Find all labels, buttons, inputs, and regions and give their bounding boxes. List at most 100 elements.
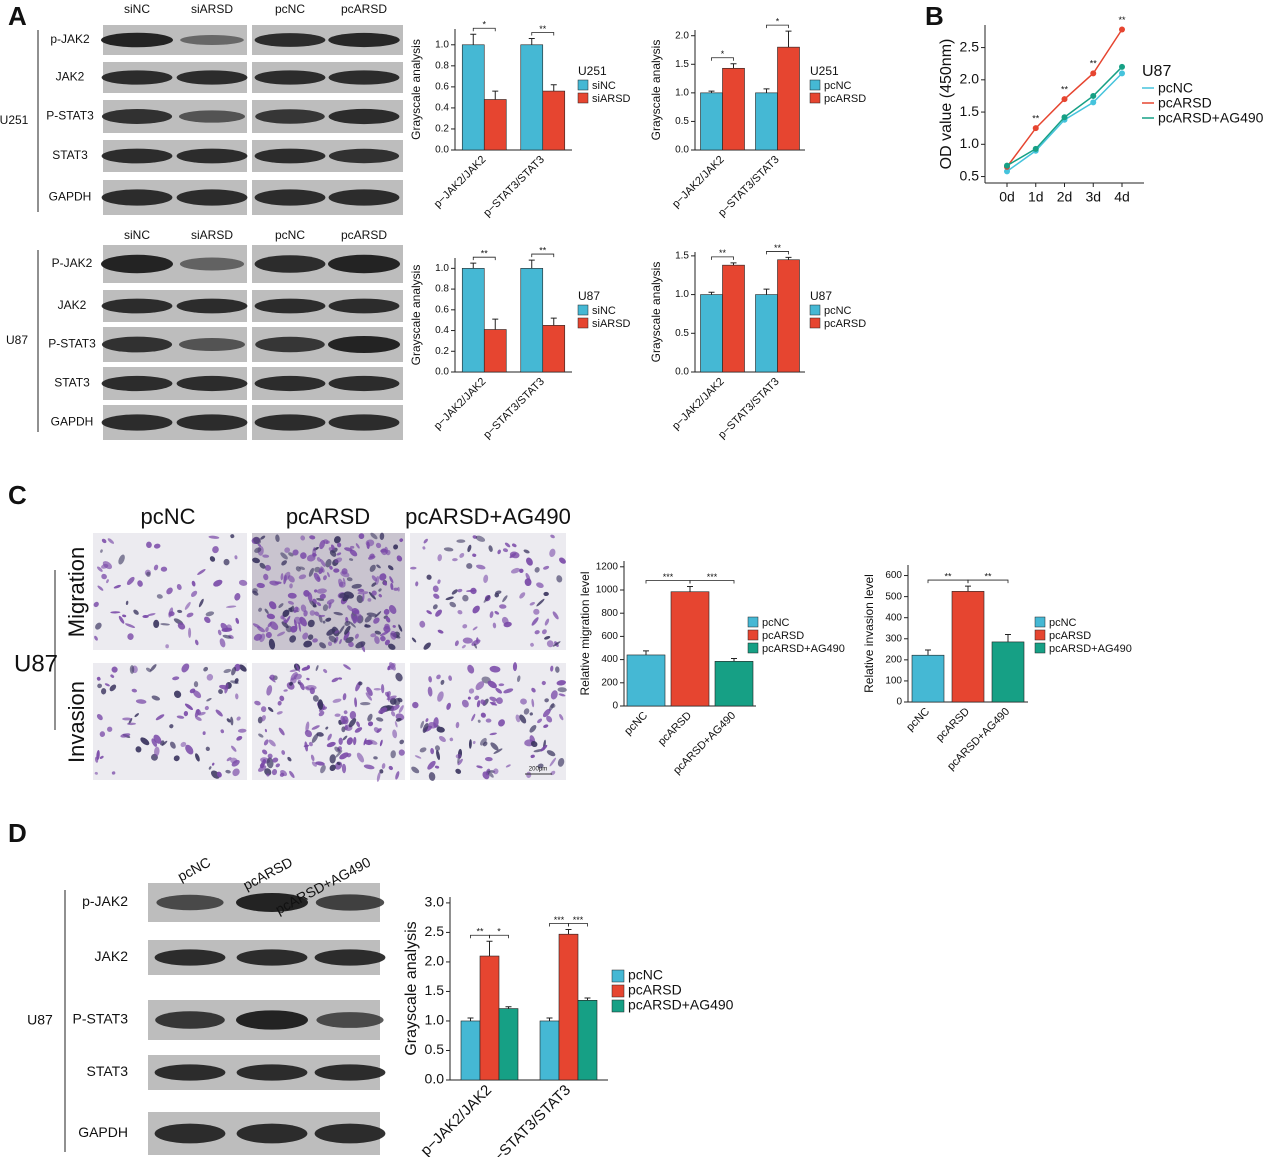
- cell-stain: [315, 665, 319, 671]
- cell-stain: [490, 742, 499, 751]
- blot-band: [316, 1012, 384, 1028]
- cell-stain: [266, 773, 270, 777]
- cell-stain: [437, 579, 441, 584]
- cell-stain: [378, 594, 382, 598]
- cell-stain: [292, 549, 299, 556]
- cell-stain: [289, 669, 298, 673]
- cell-stain: [311, 761, 317, 767]
- cell-stain: [299, 682, 305, 691]
- cell-stain: [203, 666, 209, 672]
- cell-stain: [559, 713, 564, 721]
- cell-stain: [346, 737, 353, 745]
- cell-stain: [541, 680, 546, 686]
- blot-band: [328, 414, 400, 431]
- cell-stain: [209, 556, 216, 562]
- legend-title: U87: [810, 289, 832, 303]
- cell-stain: [307, 619, 315, 628]
- cell-stain: [468, 688, 475, 694]
- micrograph: [93, 663, 247, 780]
- significance-bracket: [766, 24, 789, 29]
- bar: [755, 294, 778, 373]
- cell-stain: [356, 613, 362, 623]
- cell-stain: [279, 695, 285, 702]
- significance-bracket: [472, 256, 496, 261]
- cell-stain: [262, 749, 268, 755]
- y-tick-label: 1.5: [960, 103, 980, 119]
- cell-stain: [329, 565, 333, 570]
- cell-stain: [483, 574, 489, 583]
- bar: [700, 92, 723, 151]
- cell-stain: [219, 638, 226, 648]
- cell-stain: [379, 532, 385, 540]
- cell-stain: [475, 535, 486, 542]
- blot-row-label: JAK2: [58, 298, 87, 312]
- cell-stain: [300, 552, 307, 559]
- cell-stain: [537, 763, 544, 769]
- cell-stain: [367, 721, 374, 727]
- cell-stain: [260, 535, 266, 540]
- cell-stain: [436, 726, 445, 733]
- cell-stain: [366, 612, 377, 617]
- bar: [755, 92, 778, 151]
- bar: [558, 933, 579, 1081]
- scale-bar-label: 200μm: [529, 767, 547, 773]
- cell-stain: [269, 580, 279, 586]
- cell-stain: [489, 701, 498, 706]
- error-bar: [505, 1006, 512, 1009]
- cell-stain: [156, 594, 163, 599]
- blot-band: [176, 375, 248, 392]
- cell-stain: [153, 543, 161, 549]
- legend-label: siARSD: [592, 93, 631, 105]
- legend-label: pcARSD: [1158, 95, 1212, 111]
- cell-stain: [266, 685, 273, 696]
- cell-stain: [354, 697, 358, 708]
- significance-label: ***: [554, 915, 565, 925]
- error-bar: [492, 90, 499, 100]
- cell-stain: [275, 763, 280, 768]
- cell-stain: [348, 718, 357, 728]
- significance-label: **: [476, 927, 484, 937]
- cell-stain: [287, 600, 294, 605]
- legend-swatch: [611, 999, 625, 1013]
- cell-stain: [384, 623, 390, 630]
- cell-stain: [267, 707, 274, 713]
- cell-stain: [319, 642, 327, 649]
- legend-title: U87: [578, 289, 600, 303]
- cell-stain: [415, 581, 419, 587]
- cell-stain: [234, 678, 239, 684]
- cell-stain: [501, 616, 509, 625]
- cell-stain: [309, 535, 316, 540]
- panel-letter: D: [8, 818, 27, 848]
- y-tick-label: 1200: [596, 561, 619, 572]
- y-tick-label: 0: [612, 701, 618, 712]
- cell-stain: [543, 591, 549, 597]
- cell-stain: [378, 588, 382, 592]
- cell-stain: [322, 604, 329, 612]
- y-tick-label: 1.0: [960, 135, 980, 151]
- blot-band: [179, 110, 245, 123]
- cell-stain: [399, 538, 404, 543]
- error-bar: [1005, 634, 1011, 642]
- blot-band: [236, 1123, 308, 1144]
- cell-stain: [253, 536, 262, 545]
- cell-stain: [316, 557, 321, 562]
- cell-stain: [264, 564, 271, 571]
- cell-stain: [102, 561, 113, 570]
- cell-stain: [133, 609, 139, 615]
- cell-stain: [371, 590, 377, 596]
- cell-stain: [426, 610, 432, 615]
- lane-label: siNC: [124, 2, 150, 16]
- cell-stain: [309, 600, 317, 608]
- cell-stain: [173, 755, 180, 762]
- blot-row-label: p-JAK2: [50, 32, 90, 46]
- bar: [991, 641, 1025, 703]
- cell-stain: [397, 586, 400, 592]
- cell-stain: [186, 612, 194, 618]
- cell-stain: [180, 741, 187, 748]
- significance-bracket: [766, 251, 789, 255]
- cell-stain: [459, 552, 465, 558]
- cell-stain: [155, 714, 165, 721]
- blot-band: [101, 414, 173, 431]
- blot-band: [254, 189, 326, 206]
- cell-stain: [386, 695, 397, 701]
